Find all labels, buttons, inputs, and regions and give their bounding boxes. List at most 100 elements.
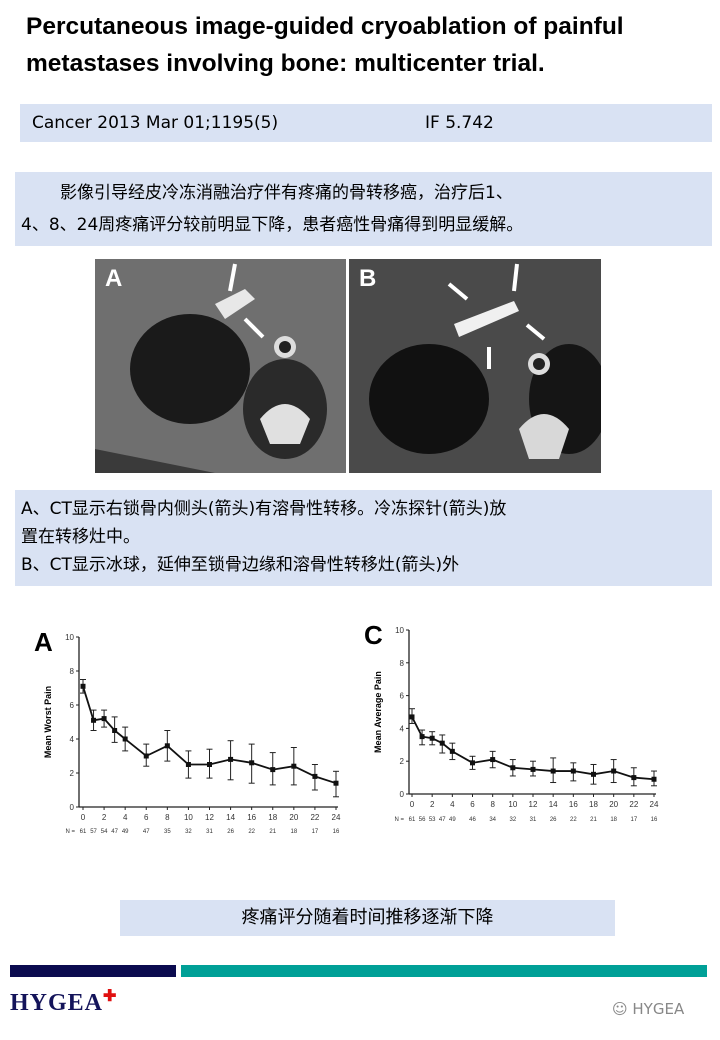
y-tick-label: 4: [70, 735, 75, 744]
n-value: 21: [590, 817, 597, 823]
data-point: [228, 756, 234, 762]
summary-line: 影像引导经皮冷冻消融治疗伴有疼痛的骨转移癌，治疗后1、: [60, 183, 513, 203]
n-value: 34: [489, 817, 496, 823]
x-tick-label: 12: [205, 813, 214, 822]
panel-label: A: [34, 627, 53, 657]
n-value: 57: [90, 829, 97, 835]
n-value: 32: [185, 829, 192, 835]
x-tick-label: 2: [102, 813, 107, 822]
y-axis-label: Mean Average Pain: [373, 671, 383, 753]
data-point: [449, 748, 455, 754]
n-value: 46: [469, 817, 476, 823]
data-point: [409, 714, 415, 720]
panel-label: C: [364, 620, 383, 650]
data-point: [419, 734, 425, 740]
citation-box: Cancer 2013 Mar 01;1195(5) IF 5.742: [20, 104, 712, 142]
data-point: [312, 773, 318, 779]
x-tick-label: 14: [226, 813, 235, 822]
data-point: [249, 760, 255, 766]
n-value: 26: [550, 817, 557, 823]
data-point: [651, 776, 657, 782]
n-value: 56: [419, 817, 426, 823]
x-tick-label: 20: [289, 813, 298, 822]
x-tick-label: 18: [268, 813, 277, 822]
n-value: 32: [509, 817, 516, 823]
caption-line: A、CT显示右锁骨内侧头(箭头)有溶骨性转移。冷冻探针(箭头)放: [21, 499, 507, 519]
data-point: [112, 728, 118, 733]
caption-line: 置在转移灶中。: [21, 527, 140, 547]
x-tick-label: 18: [589, 800, 598, 809]
y-tick-label: 4: [400, 724, 405, 733]
y-tick-label: 0: [400, 790, 405, 799]
x-tick-label: 0: [410, 800, 415, 809]
n-value: 49: [449, 817, 456, 823]
cross-icon: ✚: [103, 988, 118, 1005]
data-point: [490, 757, 496, 763]
title-line: metastases involving bone: multicenter t…: [26, 50, 545, 77]
data-point: [333, 780, 339, 786]
data-point: [591, 771, 596, 777]
x-tick-label: 6: [470, 800, 475, 809]
wechat-icon: ☺: [612, 1000, 633, 1018]
logo-text: HYGEA: [10, 990, 104, 1016]
watermark: ☺ HYGEA: [612, 1000, 684, 1018]
x-tick-label: 10: [508, 800, 517, 809]
n-value: 61: [80, 829, 87, 835]
n-value: 54: [101, 829, 108, 835]
data-point: [80, 683, 86, 689]
y-tick-label: 10: [395, 626, 404, 635]
x-tick-label: 6: [144, 813, 149, 822]
x-tick-label: 20: [609, 800, 618, 809]
data-point: [207, 762, 212, 767]
n-value: 16: [651, 817, 658, 823]
y-tick-label: 2: [70, 769, 75, 778]
data-point: [164, 743, 170, 749]
data-point: [291, 763, 297, 769]
x-tick-label: 14: [549, 800, 558, 809]
data-point: [470, 760, 475, 766]
summary-line: 4、8、24周疼痛评分较前明显下降，患者癌性骨痛得到明显缓解。: [21, 215, 524, 235]
summary-box: 影像引导经皮冷冻消融治疗伴有疼痛的骨转移癌，治疗后1、 4、8、24周疼痛评分较…: [15, 172, 712, 246]
data-point: [611, 768, 617, 774]
watermark-text: HYGEA: [632, 1000, 685, 1018]
y-tick-label: 6: [70, 701, 75, 710]
x-tick-label: 2: [430, 800, 435, 809]
data-point: [122, 736, 128, 742]
data-point: [550, 768, 556, 774]
n-value: 53: [429, 817, 436, 823]
n-value: 18: [290, 829, 297, 835]
title-line: Percutaneous image-guided cryoablation o…: [26, 13, 624, 40]
data-point: [270, 767, 276, 773]
y-tick-label: 6: [400, 692, 405, 701]
data-point: [439, 740, 445, 746]
ct-image-a: A: [95, 259, 346, 473]
x-tick-label: 4: [123, 813, 128, 822]
x-tick-label: 16: [569, 800, 578, 809]
n-value: 17: [630, 817, 637, 823]
footer-bar-teal: [181, 965, 707, 977]
data-point: [530, 766, 536, 772]
x-tick-label: 22: [310, 813, 319, 822]
x-tick-label: 22: [629, 800, 638, 809]
y-axis-label: Mean Worst Pain: [43, 686, 53, 758]
x-tick-label: 24: [332, 813, 341, 822]
data-point: [91, 717, 97, 723]
impact-factor: IF 5.742: [425, 113, 494, 133]
n-value: 47: [143, 829, 150, 835]
x-tick-label: 24: [650, 800, 659, 809]
x-tick-label: 16: [247, 813, 256, 822]
data-point: [143, 753, 149, 759]
n-value: 31: [206, 829, 213, 835]
n-value: 61: [409, 817, 416, 823]
n-value: 47: [439, 817, 446, 823]
footer-bar-navy: [10, 965, 176, 977]
n-value: 47: [111, 829, 118, 835]
x-tick-label: 0: [81, 813, 86, 822]
n-value: 18: [610, 817, 617, 823]
data-point: [185, 762, 191, 767]
x-tick-label: 4: [450, 800, 455, 809]
n-value: 35: [164, 829, 171, 835]
